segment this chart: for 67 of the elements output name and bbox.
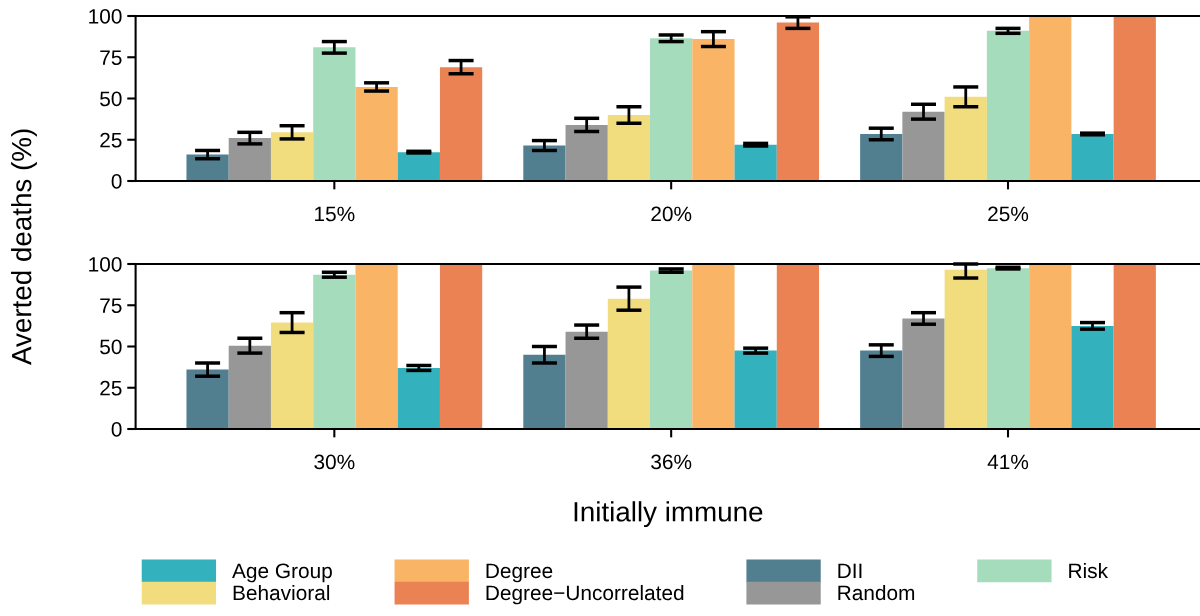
bar (902, 111, 945, 181)
bar (607, 298, 651, 429)
legend-label: Degree (486, 563, 553, 583)
bar (313, 274, 356, 429)
y-tick-label: 0 (111, 422, 122, 437)
bar (734, 350, 777, 429)
legend-label: Degree−Uncorrelated (486, 584, 684, 605)
bar (439, 67, 483, 181)
bar (1029, 264, 1072, 429)
bar (734, 144, 777, 181)
x-tick-label: 15% (315, 206, 355, 222)
bar (228, 345, 271, 429)
bar (355, 264, 398, 429)
y-tick-label: 100 (89, 257, 122, 272)
bar (776, 264, 820, 429)
bar (397, 152, 440, 181)
x-tick-label: 30% (314, 454, 355, 470)
bar (1071, 133, 1114, 181)
bar (186, 154, 229, 181)
legend-label: DII (838, 563, 862, 579)
y-tick-label: 100 (89, 9, 122, 24)
bar (313, 47, 356, 181)
bar (944, 269, 987, 429)
legend-label: Behavioral (233, 584, 330, 601)
y-axis-title: Averted deaths (%) (11, 129, 37, 365)
bar (270, 322, 314, 429)
y-tick-label: 50 (100, 91, 122, 107)
y-tick-label: 50 (100, 339, 122, 355)
bar (355, 86, 398, 181)
y-tick-label: 25 (100, 380, 122, 396)
y-tick-label: 0 (111, 174, 122, 189)
bar (1029, 16, 1072, 181)
bar (986, 268, 1030, 429)
bar (397, 367, 440, 429)
bar (607, 115, 651, 181)
x-tick-label: 41% (987, 454, 1029, 470)
x-tick-label: 20% (651, 206, 692, 222)
bar (228, 138, 271, 181)
x-axis-title: Initially immune (574, 501, 763, 528)
bar (692, 264, 735, 429)
bar (439, 264, 483, 429)
bar (1071, 325, 1114, 429)
bar (270, 132, 314, 181)
bar (565, 331, 608, 429)
bar (523, 354, 566, 429)
legend-label: Age Group (232, 563, 332, 583)
y-tick-label: 25 (100, 132, 122, 148)
bar (1113, 16, 1156, 181)
bar (650, 270, 693, 429)
legend-label: Random (838, 584, 915, 601)
y-tick-label: 75 (100, 298, 122, 313)
bar (692, 39, 735, 181)
bar (650, 38, 693, 181)
x-tick-label: 36% (651, 454, 692, 470)
bar (860, 133, 903, 181)
bar (902, 318, 945, 429)
bar (565, 124, 608, 181)
bar (944, 96, 987, 181)
bar (523, 145, 566, 181)
legend-label: Risk (1069, 562, 1109, 579)
bar (776, 22, 820, 181)
bar (860, 350, 903, 429)
bar (986, 30, 1030, 181)
bar (186, 369, 229, 429)
bar (1113, 264, 1156, 429)
x-tick-label: 25% (988, 206, 1029, 222)
y-tick-label: 75 (100, 50, 122, 65)
